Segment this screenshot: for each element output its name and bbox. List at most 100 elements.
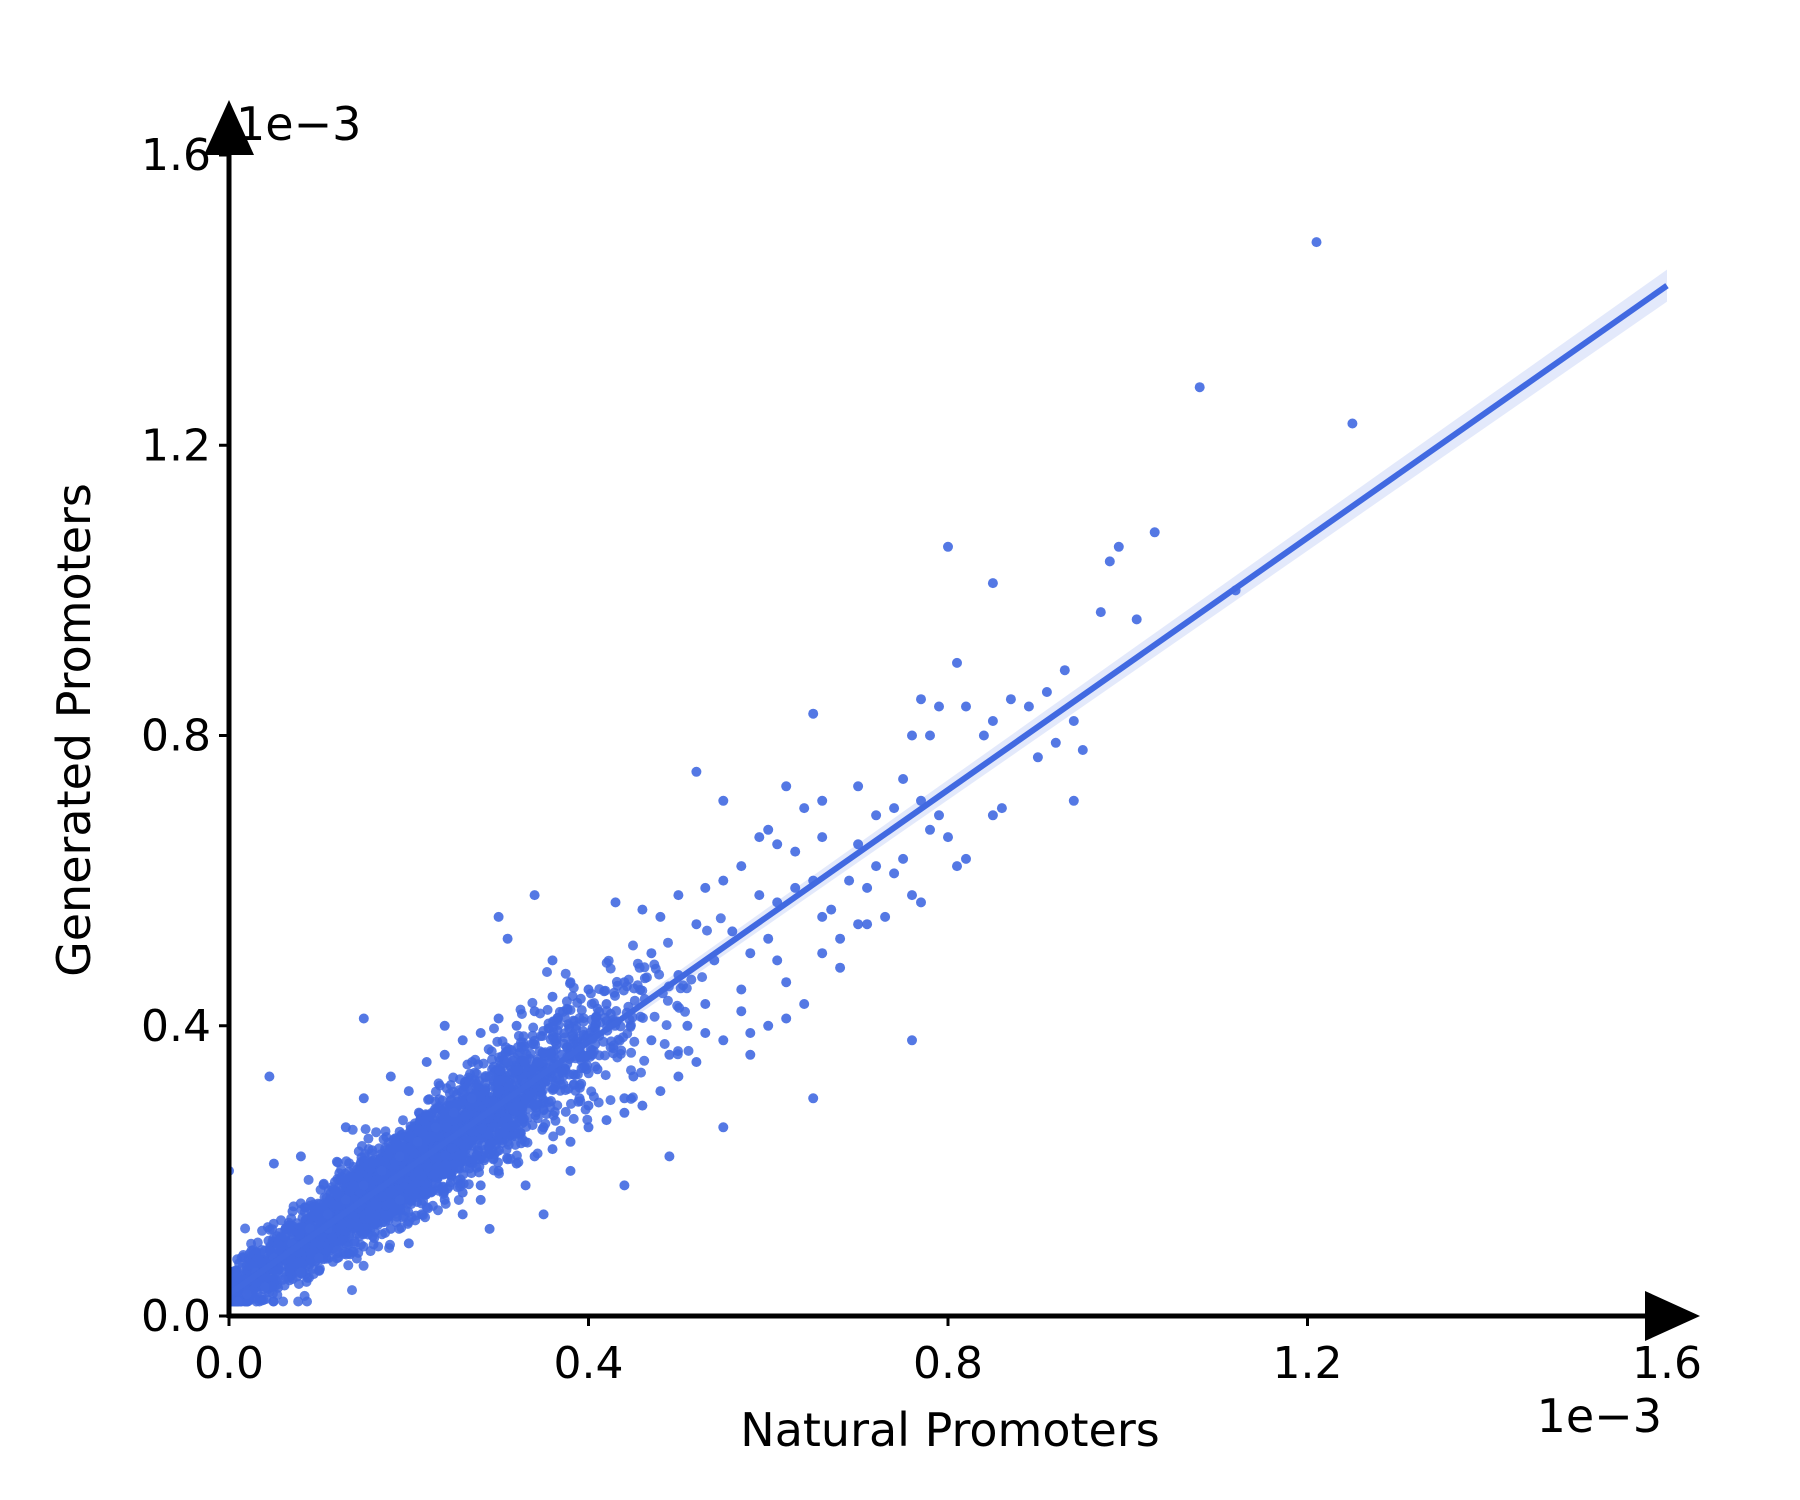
data-point <box>459 1148 470 1159</box>
data-point <box>575 993 586 1004</box>
data-point <box>763 1020 774 1031</box>
data-point <box>654 969 665 980</box>
data-point <box>1050 737 1061 748</box>
data-point <box>439 1020 450 1031</box>
data-point <box>655 1086 666 1097</box>
data-point <box>686 974 697 985</box>
data-point <box>565 1136 576 1147</box>
y-ticks: 0.0 0.4 0.8 1.2 1.6 <box>141 130 229 1342</box>
data-point <box>360 1124 371 1135</box>
data-point <box>358 1260 369 1271</box>
data-point <box>880 911 891 922</box>
x-axis-label: Natural Promoters <box>740 1403 1159 1457</box>
data-point <box>530 1110 541 1121</box>
x-tick-label: 0.8 <box>913 1338 983 1389</box>
data-point <box>285 1262 296 1273</box>
data-point <box>562 1004 573 1015</box>
data-point <box>367 1231 378 1242</box>
data-point <box>627 1092 638 1103</box>
data-point <box>608 1043 619 1054</box>
data-point <box>1311 237 1322 248</box>
data-point <box>477 1123 487 1134</box>
data-point <box>252 1237 263 1248</box>
data-point <box>418 1143 429 1154</box>
data-point <box>489 1023 499 1034</box>
x-tick-label: 0.4 <box>554 1338 624 1389</box>
data-point <box>431 1177 442 1188</box>
data-point <box>520 1180 531 1191</box>
data-point <box>488 1154 499 1165</box>
data-point <box>718 875 729 886</box>
data-point <box>374 1143 384 1154</box>
data-point <box>715 913 726 924</box>
data-point <box>480 1085 490 1096</box>
data-point <box>421 1057 432 1067</box>
data-point <box>547 991 558 1002</box>
y-tick-label: 1.2 <box>141 420 211 471</box>
data-point <box>370 1200 381 1211</box>
data-point <box>484 1071 495 1082</box>
data-point <box>545 1034 556 1045</box>
data-point <box>763 933 774 944</box>
data-point <box>1149 527 1160 538</box>
data-point <box>339 1246 350 1257</box>
data-point <box>233 1296 243 1307</box>
data-point <box>599 1050 610 1061</box>
data-point <box>322 1209 333 1220</box>
data-point <box>268 1296 279 1307</box>
data-point <box>862 882 873 893</box>
data-point <box>907 730 917 741</box>
data-point <box>363 1133 374 1144</box>
data-point <box>754 890 765 901</box>
data-point <box>480 1144 491 1155</box>
x-tick-label: 0.0 <box>194 1338 264 1389</box>
data-point <box>377 1229 387 1240</box>
data-point <box>636 1067 646 1078</box>
data-point <box>257 1257 268 1268</box>
data-point <box>424 1094 435 1105</box>
data-point <box>376 1165 387 1176</box>
data-point <box>429 1169 440 1180</box>
data-point <box>493 1165 504 1176</box>
data-point <box>591 1017 601 1028</box>
y-axis-label: Generated Promoters <box>47 483 101 977</box>
data-point <box>304 1223 315 1234</box>
data-point <box>446 1143 457 1154</box>
data-point <box>736 1006 747 1017</box>
data-point <box>943 832 953 843</box>
data-point <box>456 1086 467 1097</box>
data-point <box>628 1071 639 1082</box>
data-point <box>475 1180 486 1191</box>
data-point <box>1032 752 1043 763</box>
data-point <box>413 1166 424 1177</box>
data-point <box>378 1134 389 1145</box>
data-point <box>646 1035 657 1046</box>
data-point <box>412 1136 423 1147</box>
data-point <box>279 1231 290 1242</box>
data-point <box>634 962 645 973</box>
data-point <box>1068 716 1079 726</box>
data-point <box>601 999 612 1009</box>
data-point <box>345 1218 355 1229</box>
data-point <box>264 1071 275 1082</box>
data-point <box>303 1174 314 1185</box>
data-point <box>655 911 666 922</box>
data-point <box>772 839 783 850</box>
data-point <box>272 1266 283 1277</box>
data-point <box>448 1086 459 1097</box>
data-point <box>349 1238 360 1249</box>
data-point <box>781 781 792 792</box>
data-point <box>574 1080 585 1091</box>
data-point <box>664 1049 675 1060</box>
data-point <box>583 1068 594 1079</box>
x-tick-label: 1.2 <box>1273 1338 1343 1389</box>
data-point <box>628 940 638 951</box>
data-point <box>262 1222 273 1233</box>
y-tick-label: 1.6 <box>141 130 211 181</box>
data-point <box>448 1072 459 1083</box>
data-point <box>552 1100 563 1111</box>
data-point <box>700 1028 711 1038</box>
data-point <box>346 1171 357 1182</box>
data-point <box>492 1077 503 1088</box>
data-point <box>763 824 774 835</box>
